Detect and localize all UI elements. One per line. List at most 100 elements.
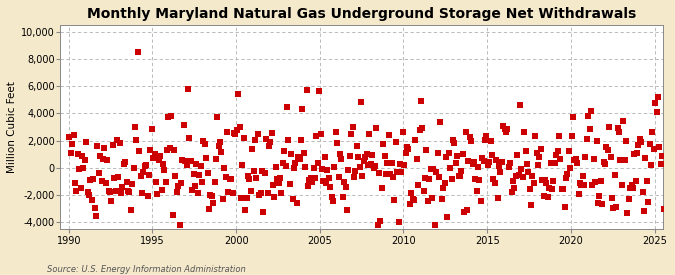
Point (314, 89, 325, 93)
Point (247, 147, 258, 151)
Point (395, 162, 406, 166)
Point (342, 208, 352, 213)
Point (387, 175, 398, 179)
Point (348, 175, 359, 180)
Point (269, 194, 280, 199)
Point (167, 213, 178, 217)
Point (352, 144, 362, 148)
Point (212, 114, 223, 119)
Point (135, 174, 146, 178)
Point (347, 125, 358, 130)
Point (573, 192, 584, 196)
Point (268, 182, 279, 187)
Point (654, 144, 665, 149)
Point (141, 163, 152, 167)
Point (361, 152, 372, 156)
Point (95, 154, 105, 158)
Point (604, 125, 615, 129)
Point (289, 166, 300, 170)
Point (281, 104, 292, 109)
Point (569, 158, 580, 162)
Point (229, 131, 240, 135)
Point (293, 155, 304, 159)
Point (215, 140, 225, 144)
Point (477, 156, 487, 161)
Point (326, 194, 337, 199)
Point (467, 161, 478, 166)
Point (383, 133, 394, 138)
Point (325, 185, 335, 189)
Point (273, 181, 284, 185)
Point (311, 134, 322, 138)
Point (338, 195, 348, 199)
Point (331, 129, 342, 134)
Point (242, 174, 253, 178)
Point (602, 148, 613, 152)
Point (530, 134, 541, 139)
Point (343, 168, 354, 172)
Point (552, 149, 563, 153)
Point (227, 191, 238, 196)
Point (500, 127, 510, 132)
Point (284, 182, 295, 186)
Point (424, 176, 435, 181)
Point (497, 124, 508, 128)
Point (590, 179, 601, 184)
Point (492, 196, 503, 201)
Point (403, 147, 414, 151)
Point (225, 177, 236, 181)
Point (259, 171, 270, 175)
Point (153, 158, 164, 163)
Point (555, 157, 566, 162)
Point (300, 164, 310, 169)
Point (80, 158, 90, 163)
Point (106, 199, 117, 204)
Point (398, 130, 408, 134)
Point (163, 114, 174, 119)
Point (429, 223, 440, 227)
Point (306, 180, 317, 185)
Point (533, 163, 543, 167)
Point (64, 134, 75, 139)
Point (593, 201, 603, 205)
Point (458, 152, 468, 156)
Point (543, 194, 554, 199)
Point (258, 210, 269, 214)
Point (255, 190, 266, 195)
Point (226, 177, 237, 181)
Point (221, 130, 232, 134)
Point (130, 125, 140, 129)
Point (614, 130, 624, 134)
Point (616, 183, 627, 187)
Point (431, 170, 441, 175)
Point (437, 197, 448, 201)
Point (297, 107, 308, 111)
Point (428, 167, 439, 171)
Point (568, 115, 578, 119)
Point (531, 151, 542, 156)
Point (520, 148, 531, 153)
Point (177, 158, 188, 162)
Point (368, 166, 379, 170)
Point (134, 148, 144, 153)
Point (256, 168, 267, 173)
Point (445, 166, 456, 170)
Point (385, 171, 396, 176)
Point (290, 161, 301, 165)
Point (304, 178, 315, 182)
Point (317, 167, 327, 171)
Point (655, 162, 666, 166)
Point (192, 191, 203, 196)
Point (657, 153, 668, 158)
Point (650, 100, 661, 105)
Point (541, 181, 552, 185)
Point (529, 180, 539, 185)
Point (211, 157, 221, 161)
Point (418, 189, 429, 193)
Point (637, 190, 648, 194)
Point (565, 166, 576, 170)
Point (512, 153, 522, 157)
Point (85, 178, 96, 182)
Point (574, 181, 585, 186)
Point (252, 132, 263, 136)
